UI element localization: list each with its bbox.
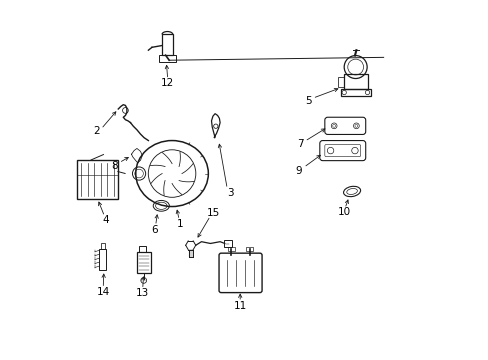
Text: 9: 9	[295, 166, 302, 176]
Bar	[77, 160, 118, 199]
Text: 3: 3	[227, 188, 234, 198]
Bar	[227, 247, 234, 251]
Bar	[162, 35, 172, 55]
Text: 10: 10	[337, 207, 350, 217]
Text: 5: 5	[305, 96, 311, 106]
Text: 12: 12	[161, 78, 174, 88]
Bar	[338, 77, 344, 87]
Bar	[99, 249, 106, 270]
Text: 2: 2	[93, 126, 100, 135]
Text: 11: 11	[233, 301, 246, 311]
Text: 7: 7	[297, 139, 303, 149]
Text: 14: 14	[97, 287, 110, 297]
Bar	[159, 55, 175, 62]
Bar	[137, 252, 150, 273]
Bar	[139, 246, 146, 252]
Text: 8: 8	[111, 161, 118, 171]
Bar	[340, 89, 370, 96]
Text: 15: 15	[206, 208, 220, 218]
Text: 13: 13	[136, 288, 149, 298]
Text: 4: 4	[102, 215, 108, 225]
Bar	[344, 74, 367, 89]
Bar	[223, 240, 231, 247]
Bar	[246, 247, 253, 251]
Text: 6: 6	[151, 225, 158, 235]
Bar	[101, 243, 105, 249]
Text: 1: 1	[176, 219, 183, 229]
